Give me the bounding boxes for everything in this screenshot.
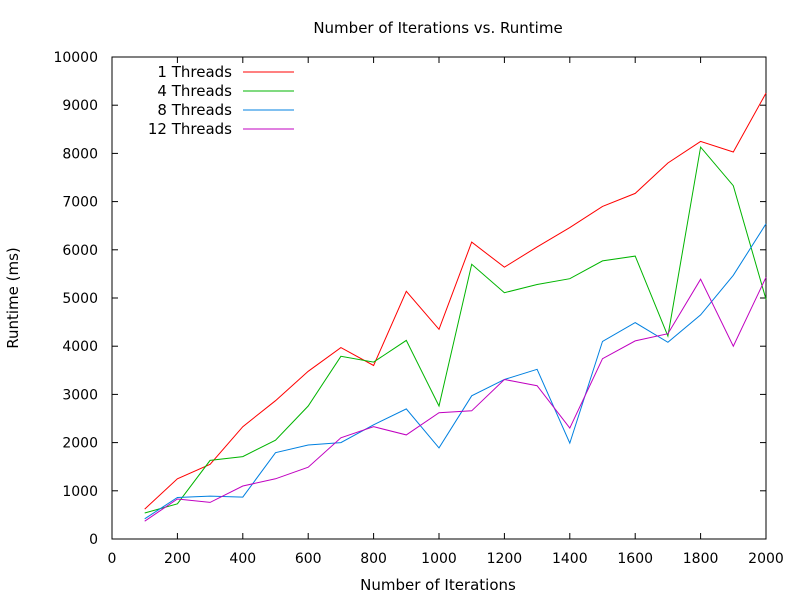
x-tick-label: 2000 — [748, 551, 784, 567]
x-tick-label: 0 — [108, 551, 117, 567]
series-layer — [144, 92, 767, 522]
x-tick-label: 600 — [295, 551, 322, 567]
legend-label-4-threads: 4 Threads — [157, 82, 232, 100]
y-tick-label: 6000 — [62, 243, 98, 259]
legend-label-12-threads: 12 Threads — [148, 120, 232, 138]
series-line-4-threads — [144, 145, 767, 514]
x-tick-label: 1800 — [683, 551, 719, 567]
y-tick-label: 8000 — [62, 146, 98, 162]
x-tick-label: 1000 — [421, 551, 457, 567]
y-tick-label: 5000 — [62, 291, 98, 307]
y-tick-label: 1000 — [62, 484, 98, 500]
series-line-12-threads — [144, 277, 767, 522]
series-line-1-threads — [144, 92, 767, 510]
legend-label-8-threads: 8 Threads — [157, 101, 232, 119]
y-tick-label: 7000 — [62, 195, 98, 211]
y-tick-label: 9000 — [62, 98, 98, 114]
x-tick-label: 1600 — [617, 551, 653, 567]
x-tick-label: 200 — [164, 551, 191, 567]
legend-label-1-threads: 1 Threads — [157, 63, 232, 81]
x-tick-label: 400 — [229, 551, 256, 567]
axis-ticks: 0 200 400 600 800 1000 1200 1400 1600 1800 2000 0 10… — [53, 50, 783, 567]
y-axis-title: Runtime (ms) — [4, 247, 22, 349]
y-tick-label: 0 — [89, 532, 98, 548]
x-tick-label: 800 — [360, 551, 387, 567]
chart-title: Number of Iterations vs. Runtime — [313, 19, 562, 37]
x-tick-label: 1400 — [552, 551, 588, 567]
y-tick-label: 3000 — [62, 387, 98, 403]
y-tick-label: 4000 — [62, 339, 98, 355]
y-tick-label: 10000 — [53, 50, 98, 66]
x-tick-label: 1200 — [487, 551, 523, 567]
series-line-8-threads — [144, 223, 767, 520]
y-tick-label: 2000 — [62, 436, 98, 452]
x-axis-title: Number of Iterations — [360, 576, 516, 594]
